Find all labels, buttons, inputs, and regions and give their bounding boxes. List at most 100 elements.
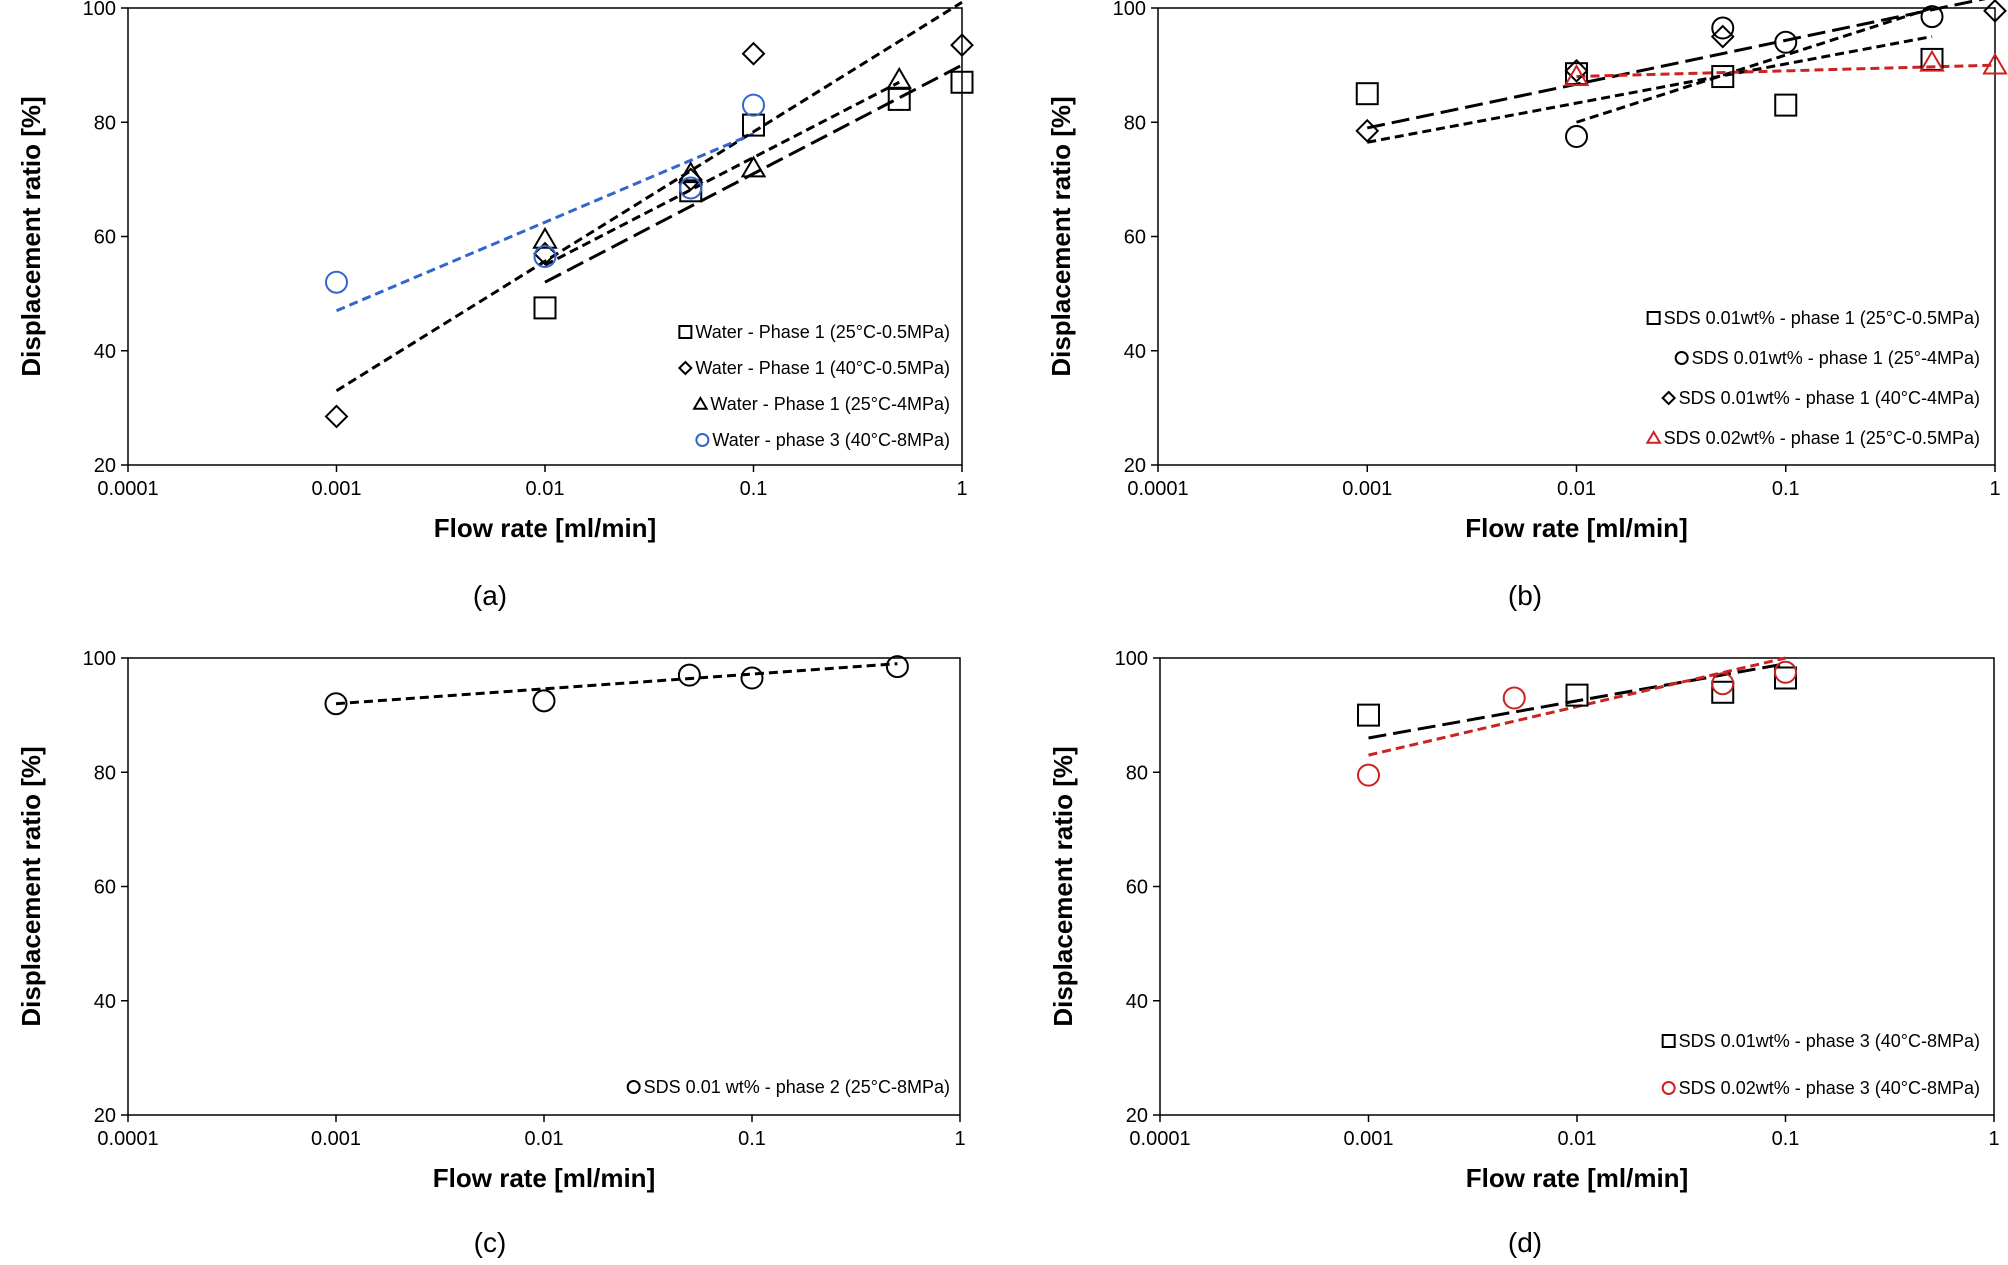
x-tick-label: 0.01: [1558, 1128, 1597, 1150]
x-tick-label: 0.01: [525, 1128, 564, 1150]
y-tick-label: 40: [1126, 991, 1148, 1013]
data-point-series-3: [1983, 0, 2007, 23]
legend: SDS 0.01 wt% - phase 2 (25°C-8MPa): [626, 1077, 950, 1097]
plot-area: [127, 657, 961, 1116]
data-point-series-4: [679, 176, 703, 200]
y-tick-label: 100: [1113, 0, 1146, 20]
data-point-series-2: [1357, 763, 1380, 787]
x-tick-label: 0.001: [311, 1128, 361, 1150]
data-point-series-2: [1502, 686, 1526, 710]
x-tick-label: 1: [956, 478, 967, 500]
x-axis-label: Flow rate [ml/min]: [1465, 513, 1687, 543]
chart-panel-1: 0.0001 0.001 0.01 0.1 1 20 40 60 80 100 Flow rate …: [16, 0, 974, 611]
y-tick-label: 60: [1124, 227, 1146, 249]
chart-panel-3: 0.0001 0.001 0.01 0.1 1 20 40 60 80 100 Flow rate …: [16, 648, 966, 1258]
data-point-series-2: [741, 41, 766, 66]
x-tick-label: 0.1: [740, 478, 768, 500]
data-point-series-2: [324, 404, 349, 429]
x-axis-label: Flow rate [ml/min]: [434, 513, 656, 543]
x-axis-label: Flow rate [ml/min]: [433, 1163, 655, 1193]
trendline-series-1: [335, 662, 898, 706]
x-tick-label: 0.01: [1557, 478, 1596, 500]
x-tick-label: 0.0001: [97, 1128, 158, 1150]
data-point-series-1: [532, 689, 556, 713]
data-point-series-4: [533, 244, 557, 268]
data-point-series-3: [1710, 24, 1735, 49]
data-point-series-4: [742, 93, 765, 117]
legend-label: SDS 0.02wt% - phase 3 (40°C-8MPa): [1679, 1078, 1980, 1098]
legend: SDS 0.01wt% - phase 3 (40°C-8MPa) SDS 0.0…: [1661, 1031, 1980, 1098]
y-axis-label: Displacement ratio [%]: [1048, 746, 1078, 1026]
data-point-series-3: [677, 161, 704, 184]
legend-label: SDS 0.01wt% - phase 3 (40°C-8MPa): [1679, 1031, 1980, 1051]
y-tick-label: 60: [94, 877, 116, 899]
legend-marker: [626, 1080, 641, 1094]
legend: SDS 0.01wt% - phase 1 (25°C-0.5MPa) SDS 0…: [1645, 308, 1980, 448]
data-point-series-1: [950, 70, 974, 94]
legend-label: SDS 0.01wt% - phase 1 (25°-4MPa): [1692, 348, 1980, 368]
panel-label: (c): [474, 1227, 507, 1258]
legend-marker: [1674, 351, 1689, 365]
data-point-series-1: [1774, 93, 1798, 117]
trendline-series-1: [544, 63, 963, 284]
legend-marker: [678, 325, 693, 339]
legend-label: SDS 0.01 wt% - phase 2 (25°C-8MPa): [644, 1077, 950, 1097]
data-point-series-4: [325, 270, 348, 294]
chart-panel-4: 0.0001 0.001 0.01 0.1 1 20 40 60 80 100 Flow rate …: [1048, 648, 2000, 1258]
chart-panel-2: 0.0001 0.001 0.01 0.1 1 20 40 60 80 100 Flow rate …: [1046, 0, 2008, 611]
x-tick-label: 0.001: [1343, 1128, 1393, 1150]
data-point-series-1: [885, 655, 909, 679]
legend-label: SDS 0.01wt% - phase 1 (25°C-0.5MPa): [1664, 308, 1980, 328]
x-tick-label: 0.0001: [1129, 1128, 1190, 1150]
data-point-series-3: [532, 226, 558, 249]
y-tick-label: 100: [83, 0, 116, 20]
x-tick-label: 0.1: [1772, 1128, 1800, 1150]
data-point-series-2: [533, 241, 557, 266]
data-point-series-1: [677, 663, 701, 687]
legend-marker: [695, 433, 710, 447]
x-tick-label: 0.001: [311, 478, 361, 500]
legend-marker: [1661, 1034, 1676, 1048]
data-point-series-3: [740, 155, 767, 178]
trendline-series-2: [335, 1, 963, 393]
y-axis-label: Displacement ratio [%]: [16, 96, 46, 376]
data-point-series-2: [1774, 30, 1798, 54]
data-point-series-2: [1920, 5, 1944, 29]
data-point-series-2: [1711, 672, 1735, 696]
trendline-series-3: [1366, 35, 1933, 144]
data-point-series-2: [1774, 660, 1797, 684]
x-tick-label: 0.001: [1342, 478, 1392, 500]
data-point-series-2: [1565, 125, 1588, 149]
data-point-series-1: [1357, 703, 1380, 727]
y-axis-label: Displacement ratio [%]: [1046, 96, 1076, 376]
trendline-series-1: [1368, 662, 1786, 740]
legend-marker: [677, 360, 693, 376]
data-point-series-1: [1711, 680, 1735, 704]
y-tick-label: 100: [83, 648, 116, 670]
data-point-series-3: [1564, 58, 1589, 83]
x-tick-label: 0.1: [1772, 478, 1800, 500]
y-tick-label: 100: [1115, 648, 1148, 670]
trendline-series-3: [544, 80, 900, 267]
legend-marker: [1661, 390, 1677, 406]
x-tick-label: 0.0001: [97, 478, 158, 500]
data-point-series-3: [886, 66, 913, 89]
x-tick-label: 0.01: [526, 478, 565, 500]
legend-marker: [1645, 430, 1662, 444]
y-tick-label: 80: [94, 762, 116, 784]
data-point-series-1: [1355, 82, 1379, 106]
y-tick-label: 80: [1126, 762, 1148, 784]
data-point-series-4: [1982, 52, 2008, 75]
legend-label: SDS 0.02wt% - phase 1 (25°C-0.5MPa): [1664, 428, 1980, 448]
y-tick-label: 80: [94, 112, 116, 134]
y-tick-label: 40: [94, 991, 116, 1013]
y-tick-label: 20: [1126, 1105, 1148, 1127]
legend-label: SDS 0.01wt% - phase 1 (40°C-4MPa): [1679, 388, 1980, 408]
y-tick-label: 80: [1124, 112, 1146, 134]
legend-marker: [692, 396, 709, 410]
data-point-series-2: [950, 33, 974, 58]
y-tick-label: 20: [1124, 455, 1146, 477]
y-tick-label: 40: [1124, 341, 1146, 363]
data-point-series-1: [887, 87, 911, 111]
